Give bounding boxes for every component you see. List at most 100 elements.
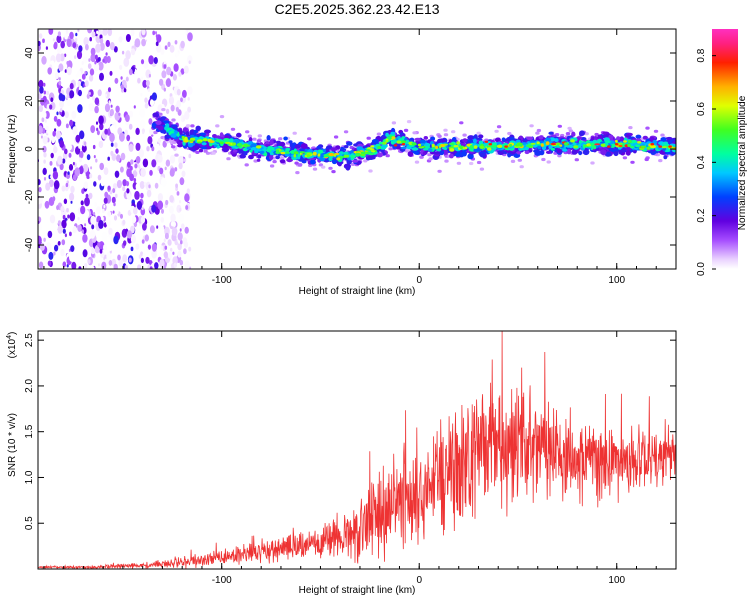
spectrogram-cell <box>299 151 305 154</box>
spectrogram-cell <box>77 224 82 232</box>
spectrogram-cell <box>110 104 113 108</box>
spectrogram-cell <box>634 144 641 148</box>
spectrogram-cell <box>269 164 275 168</box>
spectrogram-cell <box>42 111 47 119</box>
spectrogram-cell <box>182 89 187 98</box>
snr-y-tick-label: 2.5 <box>24 333 35 347</box>
spectrogram-cell <box>106 251 112 261</box>
spectrogram-x-tick-label: 100 <box>608 275 625 286</box>
spectrogram-cell <box>52 196 56 202</box>
spectrogram-cell <box>38 79 44 89</box>
spectrogram-cell <box>101 261 107 269</box>
spectrogram-cell <box>370 145 375 148</box>
spectrogram-cell <box>505 149 512 153</box>
spectrogram-cell <box>66 264 69 268</box>
spectrogram-cell <box>142 222 147 231</box>
spectrogram-cell <box>437 134 442 138</box>
spectrogram-cell <box>108 259 113 266</box>
spectrogram-cell <box>107 185 111 190</box>
spectrogram-cell <box>184 30 187 35</box>
spectrogram-cell <box>661 142 665 146</box>
spectrogram-cell <box>530 142 536 145</box>
spectrogram-cell <box>269 139 274 146</box>
spectrogram-cell <box>622 156 628 160</box>
spectrogram-cell <box>249 149 253 153</box>
spectrogram-cell <box>562 148 568 152</box>
snr-frame <box>37 330 677 570</box>
spectrogram-cell <box>118 259 123 268</box>
spectrogram-cell <box>131 154 136 161</box>
spectrogram-cell <box>90 125 96 134</box>
spectrogram-cell <box>170 213 176 223</box>
spectrogram-cell <box>85 193 89 199</box>
spectrogram-cell <box>401 133 406 138</box>
spectrogram-cell <box>164 226 170 236</box>
spectrogram-cell <box>63 198 68 205</box>
spectrogram-cell <box>109 70 113 76</box>
spectrogram-cell <box>462 133 467 137</box>
spectrogram-cell <box>494 129 499 133</box>
spectrogram-cell <box>92 95 95 101</box>
spectrogram-cell <box>232 142 236 146</box>
spectrogram-cell <box>42 167 47 175</box>
spectrogram-cell <box>658 159 663 163</box>
spectrogram-cell <box>49 179 54 188</box>
spectrogram-cell <box>124 264 128 269</box>
spectrogram-cell <box>123 240 127 246</box>
spectrogram-cell <box>168 96 175 105</box>
spectrogram-cell <box>254 150 259 154</box>
spectrogram-cell <box>178 155 184 165</box>
spectrogram-cell <box>52 130 56 137</box>
spectrogram-cell <box>103 197 108 204</box>
spectrogram-cell <box>285 147 290 151</box>
spectrogram-cell <box>415 151 420 155</box>
spectrogram-cell <box>84 197 90 207</box>
spectrogram-cell <box>122 186 126 192</box>
spectrogram-cell <box>292 131 297 135</box>
spectrogram-cell <box>38 223 42 232</box>
spectrogram-cell <box>98 115 104 125</box>
spectrogram-cell <box>112 91 118 99</box>
spectrogram-cell <box>147 244 151 250</box>
spectrogram-cell <box>419 139 426 144</box>
spectrogram-cell <box>173 203 176 208</box>
spectrogram-cell <box>186 188 190 194</box>
spectrogram-cell <box>64 111 69 119</box>
spectrogram-cell <box>126 230 132 239</box>
spectrogram-cell <box>55 130 62 140</box>
spectrogram-cell <box>663 155 668 160</box>
spectrogram-cell <box>131 215 137 224</box>
spectrogram-cell <box>579 130 585 136</box>
spectrogram-cell <box>279 159 286 164</box>
spectrogram-cell <box>120 213 123 219</box>
spectrogram-cell <box>185 205 189 210</box>
spectrogram-cell <box>130 234 136 244</box>
spectrogram-cell <box>202 138 208 142</box>
spectrogram-cell <box>236 132 242 138</box>
spectrogram-cell <box>328 152 334 157</box>
spectrogram-cell <box>39 242 45 251</box>
spectrogram-cell <box>106 218 111 227</box>
spectrogram-cell <box>188 246 192 252</box>
spectrogram-cell <box>44 200 50 209</box>
spectrogram-cell <box>184 226 189 234</box>
spectrogram-cell <box>427 153 432 157</box>
snr-panel: -100 0 100 0.5 1.0 1.5 2.0 2.5 Height of strai… <box>6 330 677 596</box>
spectrogram-y-tick-label: 0 <box>24 146 35 152</box>
spectrogram-cell <box>146 38 152 48</box>
spectrogram-cell <box>134 190 140 200</box>
spectrogram-cell <box>567 126 572 130</box>
spectrogram-cell <box>148 73 151 78</box>
spectrogram-cell <box>54 223 59 230</box>
spectrogram-cell <box>343 151 349 156</box>
spectrogram-cell <box>225 141 231 145</box>
spectrogram-cell <box>57 241 61 246</box>
spectrogram-cell <box>573 145 579 149</box>
spectrogram-cell <box>479 145 485 149</box>
spectrogram-cell <box>559 144 563 147</box>
spectrogram-cell <box>368 152 375 156</box>
spectrogram-cell <box>400 140 407 144</box>
spectrogram-cell <box>175 51 179 57</box>
spectrogram-cell <box>52 170 59 180</box>
spectrogram-cell <box>60 205 65 213</box>
